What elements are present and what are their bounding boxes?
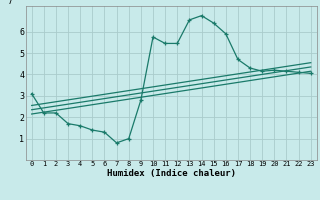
X-axis label: Humidex (Indice chaleur): Humidex (Indice chaleur)	[107, 169, 236, 178]
Text: 7: 7	[7, 0, 12, 6]
